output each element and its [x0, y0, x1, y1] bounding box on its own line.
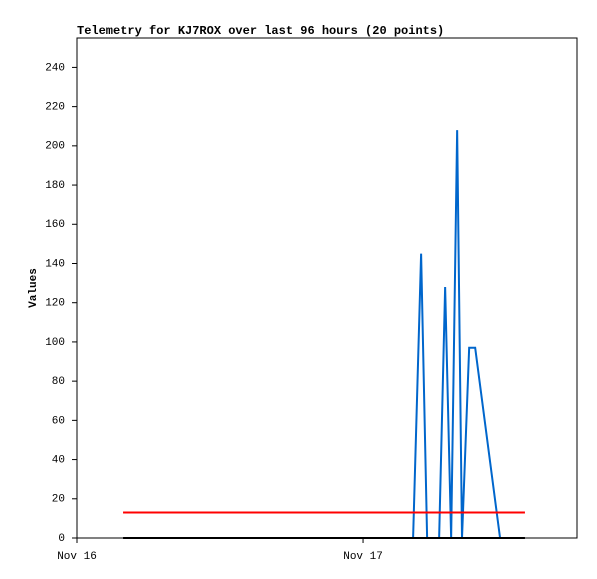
y-tick-label: 220 — [45, 102, 65, 114]
y-axis-label: Values — [28, 268, 40, 308]
y-tick-label: 160 — [45, 219, 65, 231]
y-tick-label: 120 — [45, 298, 65, 310]
y-tick-label: 0 — [58, 533, 65, 545]
plot-frame — [76, 37, 578, 539]
y-tick-label: 20 — [52, 494, 65, 506]
y-tick-label: 180 — [45, 180, 65, 192]
y-tick-label: 200 — [45, 141, 65, 153]
x-tick-label: Nov 16 — [57, 551, 97, 563]
x-tick-label: Nov 17 — [343, 551, 383, 563]
data-line — [412, 130, 502, 539]
y-tick-label: 80 — [52, 376, 65, 388]
y-tick-label: 60 — [52, 415, 65, 427]
y-tick-label: 40 — [52, 454, 65, 466]
y-tick-label: 140 — [45, 258, 65, 270]
y-tick-label: 100 — [45, 337, 65, 349]
y-tick-label: 240 — [45, 62, 65, 74]
chart-title: Telemetry for KJ7ROX over last 96 hours … — [77, 24, 444, 38]
